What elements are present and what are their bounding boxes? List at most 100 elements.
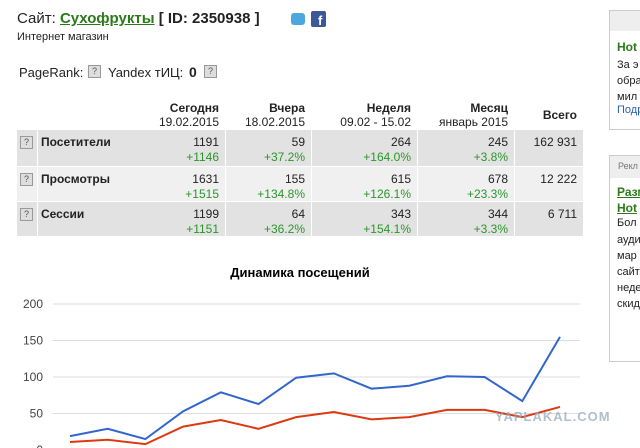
col-sep — [311, 202, 312, 236]
site-name[interactable]: Сухофрукты — [59, 10, 155, 27]
cell-value: 1631 — [192, 172, 219, 186]
row-bg — [17, 130, 583, 166]
cell-value: 264 — [390, 135, 411, 149]
sidebar-header: Рекл — [618, 161, 638, 171]
chart: Динамика посещений 0 50 100 150 200 — [23, 265, 580, 448]
col-sep — [37, 202, 38, 236]
row-bg — [17, 202, 583, 236]
y-tick-label: 200 — [23, 297, 43, 311]
col-sep — [417, 130, 418, 166]
cell-value: 343 — [390, 207, 411, 221]
col-sep — [37, 130, 38, 166]
cell-change: +126.1% — [363, 187, 411, 201]
sidebar-text: Подр — [617, 104, 640, 116]
column-title: Сегодня — [169, 101, 219, 115]
site-id: [ ID: 2350938 ] — [158, 10, 260, 27]
col-sep — [225, 202, 226, 236]
sidebar-box-header — [610, 156, 640, 178]
cell-change: +23.3% — [466, 187, 508, 201]
sidebar-text: мил — [617, 91, 638, 103]
cell-change: +36.2% — [263, 222, 305, 236]
y-tick-label: 50 — [30, 407, 44, 421]
help-icon[interactable]: ? — [20, 208, 33, 221]
watermark: YAPLAKAL.COM — [495, 409, 611, 424]
col-sep — [225, 167, 226, 201]
cell-value: 155 — [284, 172, 305, 186]
cell-change: +164.0% — [363, 150, 411, 164]
y-tick-label: 100 — [23, 370, 43, 384]
tic-value: 0 — [189, 64, 197, 80]
column-title: Всего — [542, 108, 577, 122]
sidebar-text: ауди — [617, 233, 640, 246]
cell-value: 64 — [291, 207, 305, 221]
sidebar-box — [609, 10, 640, 130]
line-series — [69, 405, 561, 446]
column-sub: 18.02.2015 — [244, 115, 305, 129]
sidebar-text: Разм — [617, 185, 640, 199]
col-sep — [514, 130, 515, 166]
column-sub: 19.02.2015 — [158, 115, 219, 129]
social-icons: f — [291, 11, 326, 27]
y-tick-label: 150 — [23, 334, 43, 348]
column-sub: 09.02 - 15.02 — [340, 115, 411, 129]
cell-change: +37.2% — [263, 150, 305, 164]
cell-total: 162 931 — [533, 135, 577, 149]
cell-change: +3.3% — [473, 222, 508, 236]
column-title: Месяц — [470, 101, 508, 115]
sidebar-text: За э — [617, 59, 639, 71]
site-label: Сайт: — [17, 10, 56, 27]
cell-total: 6 711 — [547, 207, 577, 221]
sidebar-text: скид — [617, 298, 640, 311]
sidebar-box — [609, 155, 640, 362]
pagerank-label: PageRank: — [19, 65, 84, 80]
sidebar-text: Hot — [617, 201, 637, 216]
help-icon[interactable]: ? — [20, 173, 33, 186]
column-sub: январь 2015 — [439, 115, 508, 129]
cell-change: +154.1% — [363, 222, 411, 236]
fb-glyph: f — [318, 13, 323, 27]
cell-change: +134.8% — [257, 187, 305, 201]
row-label: Сессии — [41, 207, 85, 221]
cell-total: 12 222 — [540, 172, 577, 186]
help-icon[interactable]: ? — [88, 65, 101, 78]
cell-value: 59 — [291, 135, 305, 149]
facebook-icon[interactable] — [311, 11, 326, 27]
y-tick-label: 0 — [36, 443, 43, 448]
col-sep — [417, 202, 418, 236]
col-sep — [225, 130, 226, 166]
col-sep — [514, 202, 515, 236]
cell-value: 1191 — [193, 135, 219, 149]
sidebar-text: мар — [617, 249, 637, 262]
cell-value: 678 — [487, 172, 508, 186]
sidebar-box-header — [610, 11, 640, 31]
cell-change: +1515 — [185, 187, 219, 201]
column-title: Вчера — [269, 101, 305, 115]
chart-title: Динамика посещений — [230, 265, 369, 280]
cell-value: 615 — [390, 172, 411, 186]
sidebar-text: Бол — [617, 217, 637, 230]
cell-value: 344 — [487, 207, 508, 221]
column-title: Неделя — [366, 101, 411, 115]
help-icon[interactable]: ? — [204, 65, 217, 78]
site-subtitle: Интернет магазин — [17, 31, 109, 43]
twitter-icon[interactable] — [291, 13, 305, 25]
cell-change: +3.8% — [473, 150, 508, 164]
row-label: Посетители — [41, 135, 111, 149]
tic-label: Yandex тИЦ: — [108, 65, 184, 80]
col-sep — [37, 167, 38, 201]
row-label: Просмотры — [41, 172, 111, 186]
col-sep — [311, 167, 312, 201]
sidebar-text: обра — [617, 75, 640, 87]
help-icon[interactable]: ? — [20, 136, 33, 149]
sidebar-text: неде — [617, 282, 640, 295]
col-sep — [311, 130, 312, 166]
cell-change: +1151 — [186, 222, 219, 236]
row-bg — [17, 167, 583, 201]
cell-value: 245 — [487, 135, 508, 149]
col-sep — [417, 167, 418, 201]
site-line: Сайт: Сухофрукты [ ID: 2350938 ] — [17, 10, 260, 27]
line-series — [69, 336, 561, 441]
sidebar-text: сайт — [617, 266, 640, 278]
sidebar-text: Hot — [617, 40, 637, 54]
